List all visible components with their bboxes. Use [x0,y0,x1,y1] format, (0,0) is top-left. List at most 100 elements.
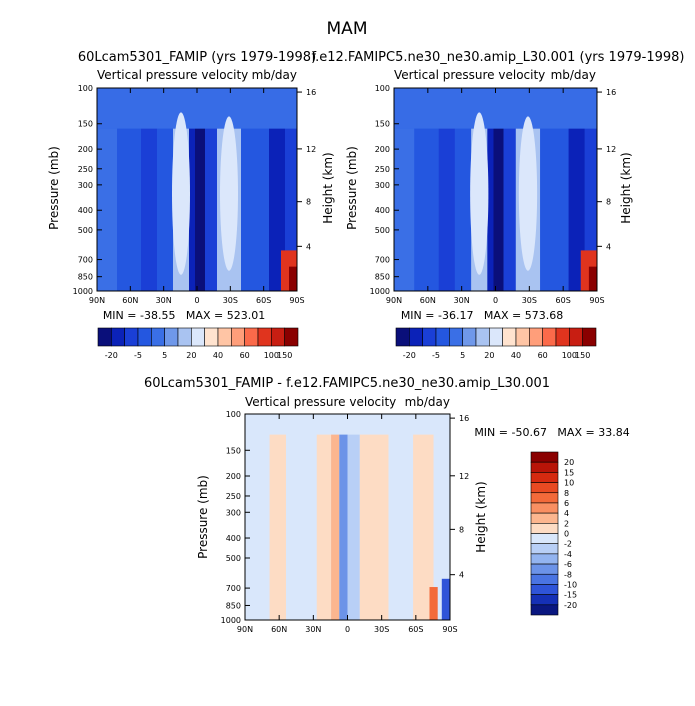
y-right-tick-label: 4 [459,571,464,580]
colorbar-label: 8 [564,489,569,498]
x-tick-label: 60S [256,296,271,305]
colorbar-label: 15 [564,468,574,477]
colorbar-swatch [177,327,192,347]
y-tick-label: 250 [375,165,390,174]
colorbar-label: -8 [564,570,572,579]
y-tick-label: 850 [226,601,241,610]
panel-1: 60Lcam5301_FAMIP (yrs 1979-1998) Vertica… [47,50,335,360]
x-tick-label: 60N [122,296,138,305]
heatmap-band-3 [316,434,332,620]
x-tick-label: 30N [156,296,172,305]
heatmap-band-5 [487,128,494,291]
colorbar-label: -20 [403,351,416,360]
y-tick-label: 400 [226,534,241,543]
y-tick-label: 400 [375,206,390,215]
colorbar-swatch [284,327,299,347]
y-right-tick-label: 8 [306,198,311,207]
y-tick-label: 700 [375,256,390,265]
y-tick-label: 300 [78,181,93,190]
y-tick-label: 300 [226,508,241,517]
colorbar-swatch [530,594,559,606]
colorbar-label: 150 [277,351,292,360]
panel-2-minmax: MIN = -36.17 MAX = 573.68 [401,309,563,322]
heatmap-upper-layer [394,88,597,129]
y-right-tick-label: 8 [459,525,464,534]
x-tick-label: 90S [442,625,457,634]
colorbar-swatch [97,327,112,347]
y-right-tick-label: 16 [606,88,616,97]
panel-3-ylabel-right: Height (km) [474,481,488,552]
y-tick-label: 850 [78,273,93,282]
panel-2-subtitle: Vertical pressure velocity [394,68,545,82]
x-tick-label: 90N [89,296,105,305]
heatmap-band-4 [331,434,340,620]
colorbar-swatch [530,502,559,514]
panel-2-heatmap: 90N 60N 30N 0 30S 60S 90S 1000 850 700 500 400 300 25… [370,84,617,305]
colorbar-swatch [530,563,559,575]
heatmap-band-5 [189,128,195,291]
y-tick-label: 250 [226,492,241,501]
colorbar-swatch [151,327,165,347]
heatmap-band-2 [141,128,157,291]
heatmap-band-0 [245,434,270,620]
y-tick-label: 700 [226,584,241,593]
heatmap-band-1 [414,128,439,291]
colorbar-label: -2 [564,540,572,549]
x-tick-label: 30S [522,296,537,305]
heatmap-band-9 [241,128,269,291]
heatmap-band-1 [269,434,286,620]
panel-3-subtitle: Vertical pressure velocity [245,395,396,409]
colorbar-swatch [530,451,559,463]
colorbar-swatch [569,327,583,347]
y-right-tick-label: 4 [306,242,311,251]
y-tick-label: 300 [375,181,390,190]
heatmap-peak-corner [588,266,597,291]
y-tick-label: 200 [78,145,93,154]
panel-1-heatmap: 90N 60N 30N 0 30S 60S 90S 1000 850 700 500 400 300 25… [73,84,317,305]
panel-3-title: 60Lcam5301_FAMIP - f.e12.FAMIPC5.ne30_ne… [144,376,550,391]
colorbar-label: 0 [564,530,569,539]
colorbar-label: 20 [186,351,196,360]
colorbar-label: -10 [564,580,577,589]
page-title: MAM [327,19,368,39]
colorbar-swatch [124,327,139,347]
x-tick-label: 90S [589,296,604,305]
panel-2-title: f.e12.FAMIPC5.ne30_ne30.amip_L30.001 (yr… [312,50,685,65]
colorbar-swatch [475,327,490,347]
colorbar-label: 10 [564,479,574,488]
x-tick-label: 30N [305,625,321,634]
y-tick-label: 100 [226,410,241,419]
colorbar-label: 4 [564,509,569,518]
y-tick-label: 500 [375,226,390,235]
colorbar-swatch [529,327,543,347]
colorbar-swatch [542,327,557,347]
y-right-tick-label: 16 [459,414,469,423]
x-tick-label: 30S [374,625,389,634]
colorbar-swatch [217,327,232,347]
x-tick-label: 90S [289,296,304,305]
y-right-tick-label: 12 [459,472,469,481]
x-tick-label: 90N [237,625,253,634]
heatmap-band-7 [205,128,217,291]
colorbar-swatch [530,492,559,504]
colorbar-swatch [530,604,559,616]
heatmap-core-left [470,112,489,275]
panel-2-ylabel: Pressure (mb) [345,146,359,230]
heatmap-band-9 [413,434,434,620]
colorbar-swatch [555,327,570,347]
colorbar-swatch [530,543,559,555]
y-tick-label: 250 [78,165,93,174]
y-right-tick-label: 8 [606,198,611,207]
x-tick-label: 60S [408,625,423,634]
heatmap-core-left [172,112,190,275]
heatmap-band-2 [286,434,317,620]
colorbar-swatch [204,327,219,347]
heatmap-band-7 [503,128,516,291]
colorbar-swatch [449,327,463,347]
y-tick-label: 1000 [370,287,390,296]
panel-2-ylabel-right: Height (km) [619,152,633,223]
heatmap-upper-layer [97,88,297,129]
heatmap-band-8 [388,434,414,620]
